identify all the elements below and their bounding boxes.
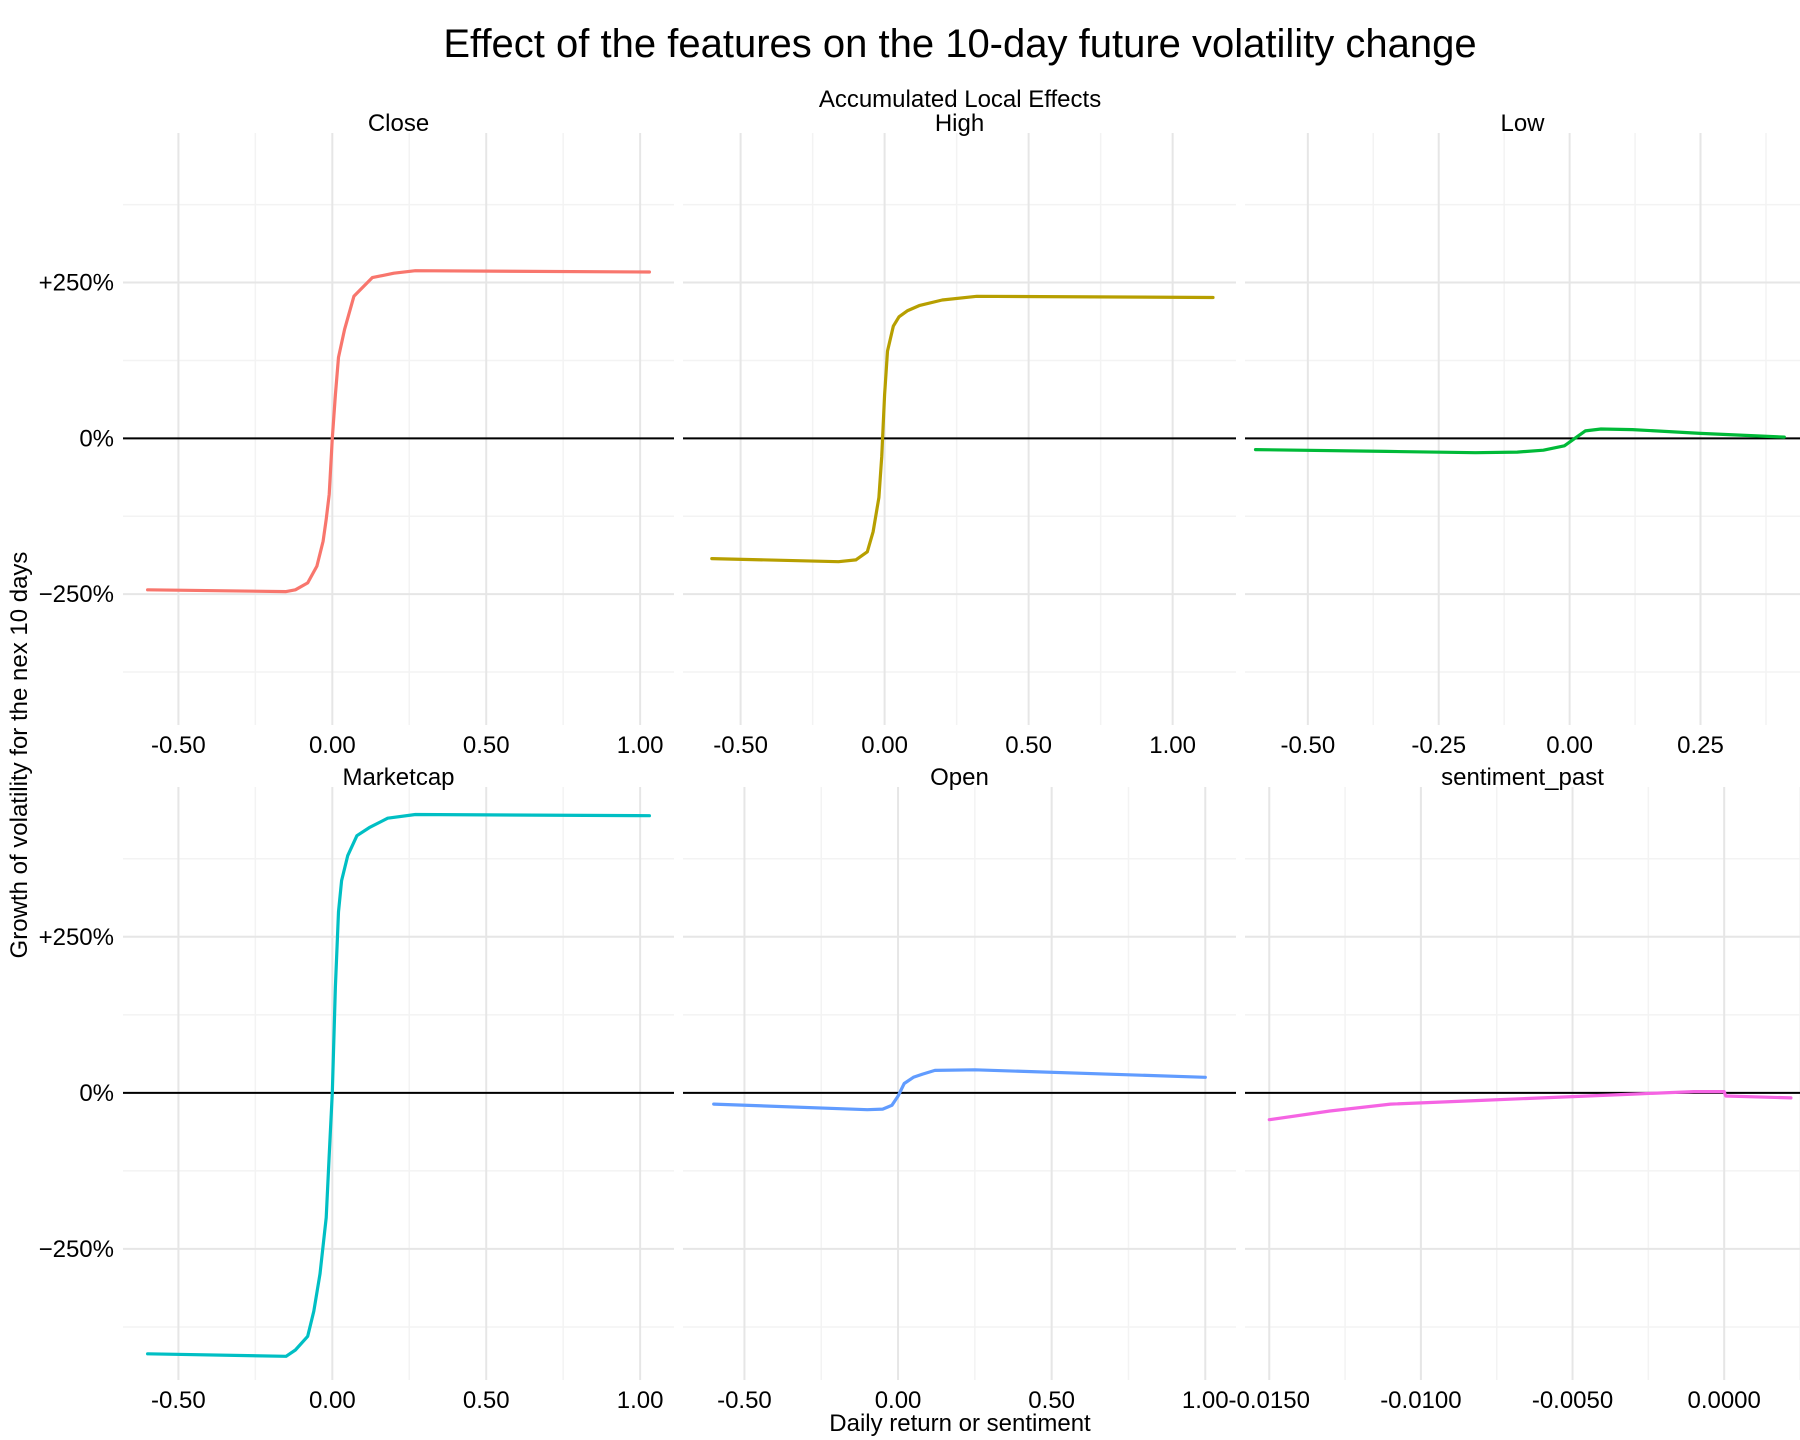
panel-sentiment_past: sentiment_past -0.0150 -0.0100 -0.0050 0.000… (1229, 764, 1800, 1414)
y-tick-label: −250% (39, 1236, 114, 1263)
x-tick-label: 0.50 (463, 1387, 510, 1414)
x-tick-label: -0.50 (717, 1387, 772, 1414)
facet-label: Close (368, 110, 429, 137)
y-tick-label: 0% (79, 425, 114, 452)
x-tick-label: 1.00 (1149, 732, 1196, 759)
x-tick-label: -0.0100 (1380, 1387, 1461, 1414)
x-tick-label: -0.0150 (1229, 1387, 1310, 1414)
x-tick-label: 0.00 (875, 1387, 922, 1414)
y-tick-label: +250% (39, 924, 114, 951)
series-line-Open (712, 1068, 1207, 1112)
x-tick-label: -0.50 (1280, 732, 1335, 759)
x-tick-label: 0.50 (1005, 732, 1052, 759)
x-tick-label: 0.50 (463, 732, 510, 759)
x-tick-label: -0.50 (151, 1387, 206, 1414)
x-tick-label: -0.0050 (1532, 1387, 1613, 1414)
series-line-Low (1253, 427, 1786, 455)
y-axis-label: Growth of volatility for the nex 10 days (6, 552, 33, 959)
facet-label: Marketcap (342, 764, 454, 791)
series-line-High (710, 294, 1215, 564)
x-tick-label: 0.00 (309, 1387, 356, 1414)
x-tick-label: 0.00 (861, 732, 908, 759)
facet-label: Low (1500, 110, 1545, 137)
x-tick-label: -0.50 (151, 732, 206, 759)
x-tick-label: 0.00 (1546, 732, 1593, 759)
series-line-sentiment_past (1267, 1090, 1793, 1122)
y-tick-label: +250% (39, 270, 114, 297)
x-tick-label: -0.50 (713, 732, 768, 759)
facet-label: Open (930, 764, 989, 791)
series-line-Marketcap (146, 812, 651, 1358)
x-tick-label: 1.00 (1182, 1387, 1229, 1414)
y-tick-label: 0% (79, 1080, 114, 1107)
panel-Marketcap: Marketcap -0.50 0.00 0.50 1.00 −250% 0% +250% (39, 764, 674, 1414)
x-tick-label: 0.50 (1028, 1387, 1075, 1414)
x-tick-label: 0.00 (309, 732, 356, 759)
x-tick-label: -0.25 (1411, 732, 1466, 759)
panel-Open: Open -0.50 0.00 0.50 1.00 (683, 764, 1236, 1414)
facet-label: High (935, 110, 984, 137)
chart-title: Effect of the features on the 10-day fut… (443, 22, 1476, 66)
facet-panels: Close -0.50 0.00 0.50 1.00 −250% 0% +250% High -0… (39, 110, 1800, 1414)
panel-Close: Close -0.50 0.00 0.50 1.00 −250% 0% +250% (39, 110, 674, 759)
panel-High: High -0.50 0.00 0.50 1.00 (683, 110, 1236, 759)
y-tick-label: −250% (39, 581, 114, 608)
x-tick-label: 1.00 (617, 732, 664, 759)
x-tick-label: 0.25 (1677, 732, 1724, 759)
x-tick-label: 1.00 (617, 1387, 664, 1414)
series-line-Close (146, 269, 651, 594)
facet-label: sentiment_past (1441, 764, 1604, 791)
x-axis-label: Daily return or sentiment (829, 1410, 1091, 1437)
chart-subtitle: Accumulated Local Effects (819, 86, 1101, 113)
panel-Low: Low -0.50 -0.25 0.00 0.25 (1245, 110, 1800, 759)
x-tick-label: 0.0000 (1687, 1387, 1760, 1414)
